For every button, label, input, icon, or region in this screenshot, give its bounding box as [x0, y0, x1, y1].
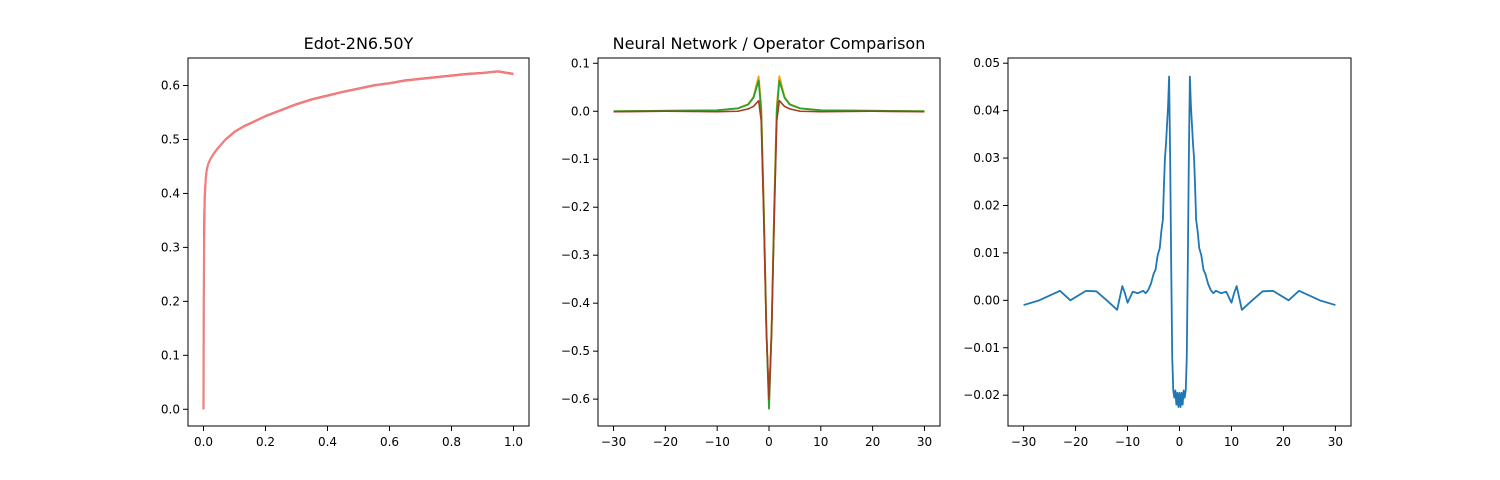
x-tick-label-3-6: 20	[1276, 435, 1291, 449]
x-tick-label-3-7: 30	[1328, 435, 1343, 449]
x-tick-label-3-2: −20	[1063, 435, 1088, 449]
y-tick-label-1-5: 0.4	[161, 186, 180, 200]
y-tick-label-2-6: −0.1	[561, 152, 590, 166]
y-tick-label-3-8: 0.05	[973, 56, 1000, 70]
y-tick-label-1-2: 0.1	[161, 348, 180, 362]
series-line-1-2	[202, 70, 514, 410]
subplot-2: Neural Network / Operator Comparison −30…	[561, 34, 941, 449]
y-tick-label-1-1: 0.0	[161, 402, 180, 416]
x-tick-label-1-5: 0.8	[442, 435, 461, 449]
x-tick-label-1-4: 0.6	[380, 435, 399, 449]
y-tick-label-3-3: 0.00	[973, 293, 1000, 307]
chart-title-1: Edot-2N6.50Y	[304, 34, 414, 53]
plot-area-1	[202, 70, 514, 410]
y-tick-label-3-4: 0.01	[973, 246, 1000, 260]
x-tick-label-3-3: −10	[1115, 435, 1140, 449]
y-tick-label-2-8: 0.1	[571, 56, 590, 70]
y-tick-label-3-6: 0.03	[973, 151, 1000, 165]
x-tick-label-1-3: 0.4	[318, 435, 337, 449]
x-tick-label-2-3: −10	[705, 435, 730, 449]
x-tick-label-2-1: −30	[601, 435, 626, 449]
x-tick-label-2-5: 10	[813, 435, 828, 449]
y-tick-label-3-2: −0.01	[963, 341, 1000, 355]
y-tick-label-3-1: −0.02	[963, 388, 1000, 402]
axes-frame-2	[597, 57, 941, 427]
axes-frame-1	[187, 57, 530, 427]
x-tick-label-2-2: −20	[653, 435, 678, 449]
y-tick-label-2-5: −0.2	[561, 200, 590, 214]
y-tick-label-1-4: 0.3	[161, 240, 180, 254]
series-line-2-2	[613, 79, 925, 410]
x-tick-label-2-4: 0	[765, 435, 773, 449]
x-tick-label-3-5: 10	[1224, 435, 1239, 449]
series-line-2-3	[613, 99, 925, 400]
subplot-3: −30 −20 −10 0 10 20 30 −0.02 −0.01 0.00 0.01 0.02 0.…	[963, 56, 1352, 449]
plot-area-3	[1023, 75, 1336, 408]
y-tick-label-1-6: 0.5	[161, 132, 180, 146]
x-tick-label-3-1: −30	[1011, 435, 1036, 449]
series-line-3-1	[1023, 75, 1336, 408]
x-tick-label-1-6: 1.0	[504, 435, 523, 449]
plot-area-2	[613, 75, 925, 410]
y-tick-label-1-3: 0.2	[161, 294, 180, 308]
x-tick-label-1-1: 0.0	[194, 435, 213, 449]
x-tick-label-2-7: 30	[917, 435, 932, 449]
x-tick-label-2-6: 20	[865, 435, 880, 449]
x-tick-label-3-4: 0	[1176, 435, 1184, 449]
subplot-1: Edot-2N6.50Y 0.0 0.2 0.4 0.6 0.8 1.0 0.0 0.1 0.2…	[161, 34, 530, 449]
y-tick-label-3-7: 0.04	[973, 104, 1000, 118]
y-tick-label-2-7: 0.0	[571, 104, 590, 118]
x-tick-label-1-2: 0.2	[256, 435, 275, 449]
y-tick-label-2-1: −0.6	[561, 392, 590, 406]
y-tick-label-1-7: 0.6	[161, 79, 180, 93]
y-tick-label-2-4: −0.3	[561, 248, 590, 262]
chart-title-2: Neural Network / Operator Comparison	[613, 34, 926, 53]
y-tick-label-2-3: −0.4	[561, 296, 590, 310]
y-tick-label-3-5: 0.02	[973, 198, 1000, 212]
y-tick-label-2-2: −0.5	[561, 344, 590, 358]
axes-frame-3	[1007, 57, 1352, 427]
